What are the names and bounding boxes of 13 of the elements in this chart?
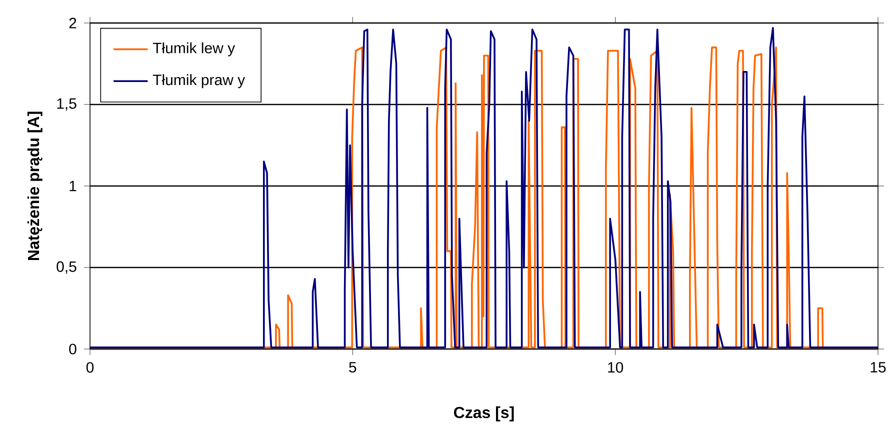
y-tick-label: 1	[70, 180, 76, 192]
x-tick-label: 0	[86, 362, 94, 373]
y-tick-label: 2	[69, 18, 76, 28]
x-axis-title: Czas [s]	[454, 406, 514, 422]
y-tick-label: 0	[69, 344, 76, 354]
legend-label: Tłumik lew y	[152, 42, 236, 56]
y-tick-label: 1,5	[57, 98, 76, 111]
x-tick-label: 10	[608, 362, 624, 373]
legend-label: Tłumik praw y	[152, 74, 246, 88]
x-tick-label: 15	[870, 362, 886, 373]
y-axis-title: Natężenie prądu [A]	[27, 112, 42, 260]
x-tick-label: 5	[349, 362, 356, 373]
y-tick-label: 0,5	[56, 261, 76, 274]
